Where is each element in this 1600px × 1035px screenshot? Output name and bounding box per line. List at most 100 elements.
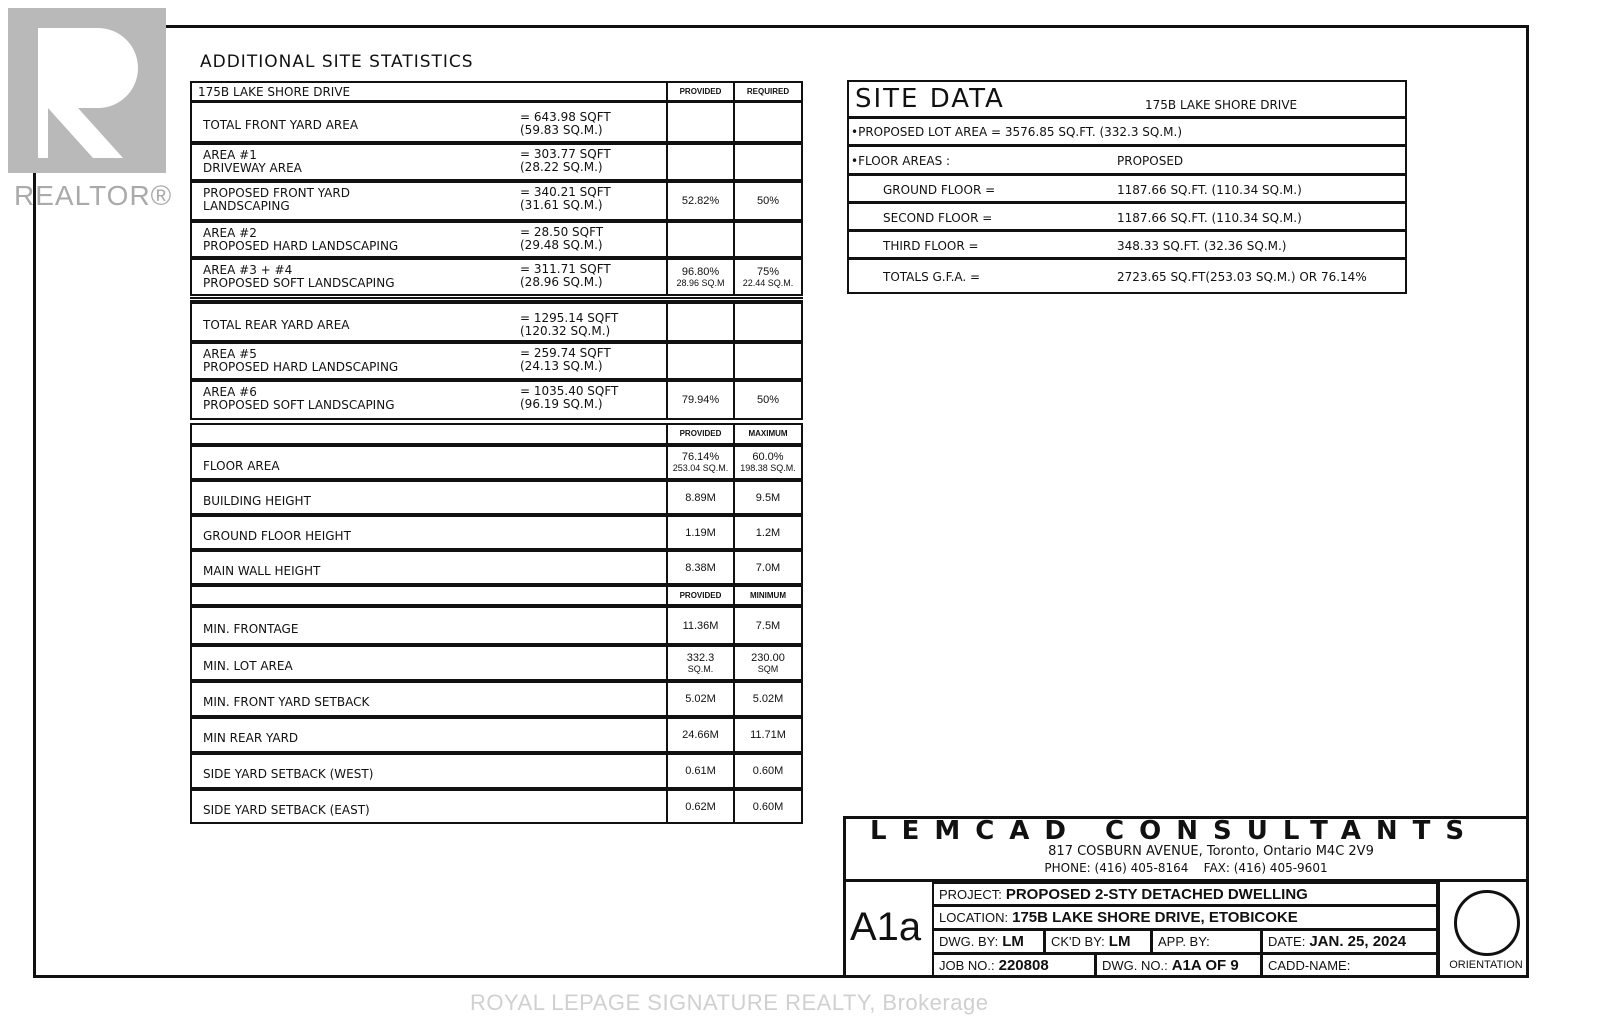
row-value: (31.61 SQ.M.) xyxy=(520,198,603,212)
drawing-number-field: DWG. NO.: A1A OF 9 xyxy=(1095,953,1262,978)
row-label: FLOOR AREA xyxy=(203,458,280,473)
table-row: AREA #3 + #4 PROPOSED SOFT LANDSCAPING = 3… xyxy=(190,258,803,296)
row-value: = 303.77 SQFT xyxy=(520,147,611,161)
table-row: SIDE YARD SETBACK (EAST) 0.62M 0.60M xyxy=(190,789,803,824)
table-row: TOTAL FRONT YARD AREA = 643.98 SQFT (59.83… xyxy=(190,101,803,143)
floor-value: 2723.65 SQ.FT(253.03 SQ.M.) OR 76.14% xyxy=(1117,270,1367,284)
required-value: 1.2M xyxy=(755,526,781,539)
provided-value: 0.62M xyxy=(685,800,716,813)
required-value: 198.38 SQ.M. xyxy=(740,463,796,473)
row-label: AREA #5 xyxy=(203,347,257,361)
row-label: PROPOSED SOFT LANDSCAPING xyxy=(203,276,395,290)
required-value: 75% xyxy=(756,265,780,278)
site-data-title: SITE DATA xyxy=(855,84,1005,114)
row-label: PROPOSED HARD LANDSCAPING xyxy=(203,239,399,253)
proposed-label: PROPOSED xyxy=(1117,154,1184,168)
row-value: (24.13 SQ.M.) xyxy=(520,359,603,373)
floor-row: GROUND FLOOR = 1187.66 SQ.FT. (110.34 SQ.… xyxy=(847,174,1407,203)
row-label: GROUND FLOOR HEIGHT xyxy=(203,528,351,543)
section-header xyxy=(190,585,668,606)
address-cell: 175B LAKE SHORE DRIVE xyxy=(190,81,668,102)
brokerage-watermark: ROYAL LEPAGE SIGNATURE REALTY, Brokerage xyxy=(470,990,989,1015)
table-row: GROUND FLOOR HEIGHT 1.19M 1.2M xyxy=(190,515,803,550)
table-row: MIN. FRONTAGE 11.36M 7.5M xyxy=(190,606,803,645)
table-row: MAIN WALL HEIGHT 8.38M 7.0M xyxy=(190,550,803,585)
table-row: PROPOSED FRONT YARD LANDSCAPING = 340.21 S… xyxy=(190,181,803,221)
firm-name: LEMCAD CONSULTANTS xyxy=(870,816,1480,846)
provided-value: 96.80% xyxy=(681,265,720,278)
table-row: AREA #1 DRIVEWAY AREA = 303.77 SQFT (28.22 … xyxy=(190,143,803,181)
floor-value: 1187.66 SQ.FT. (110.34 SQ.M.) xyxy=(1117,182,1302,197)
stats-title: ADDITIONAL SITE STATISTICS xyxy=(200,52,474,72)
row-label: PROPOSED FRONT YARD xyxy=(203,186,350,200)
row-label: SIDE YARD SETBACK (EAST) xyxy=(203,802,370,817)
row-label: PROPOSED HARD LANDSCAPING xyxy=(203,360,399,374)
provided-value: 1.19M xyxy=(685,526,716,539)
row-label: MIN. LOT AREA xyxy=(203,659,293,673)
table-row: AREA #5 PROPOSED HARD LANDSCAPING = 259.74… xyxy=(190,342,803,380)
required-value: 5.02M xyxy=(752,693,784,705)
provided-value: 76.14% xyxy=(681,451,720,463)
column-header: PROVIDED xyxy=(666,585,735,606)
row-value: (96.19 SQ.M.) xyxy=(520,397,603,411)
firm-phone: PHONE: (416) 405-8164 FAX: (416) 405-960… xyxy=(1044,861,1328,875)
row-value: (29.48 SQ.M.) xyxy=(520,238,603,252)
orientation-cell: ORIENTATION xyxy=(1437,882,1529,978)
date-field: DATE: JAN. 25, 2024 xyxy=(1261,929,1438,954)
required-value: 0.60M xyxy=(752,765,784,777)
provided-value: 79.94% xyxy=(681,394,720,406)
section-header xyxy=(190,423,668,445)
required-value: 7.5M xyxy=(755,619,781,632)
floor-value: 1187.66 SQ.FT. (110.34 SQ.M.) xyxy=(1117,210,1302,225)
provided-value: 5.02M xyxy=(685,693,716,705)
row-label: AREA #6 xyxy=(203,385,257,399)
required-value: 0.60M xyxy=(752,800,784,813)
table-row: MIN REAR YARD 24.66M 11.71M xyxy=(190,717,803,753)
floor-label: SECOND FLOOR = xyxy=(883,210,993,225)
row-label: BUILDING HEIGHT xyxy=(203,493,311,508)
row-value: = 1295.14 SQFT xyxy=(520,311,619,325)
checked-by-field: CK'D BY: LM xyxy=(1044,929,1152,954)
row-value: = 643.98 SQFT xyxy=(520,110,611,124)
site-data-address: 175B LAKE SHORE DRIVE xyxy=(1145,98,1298,112)
location-field: LOCATION: 175B LAKE SHORE DRIVE, ETOBICOK… xyxy=(932,905,1438,930)
row-label: AREA #1 xyxy=(203,148,257,162)
realtor-wordmark: REALTOR® xyxy=(14,180,173,211)
job-number-field: JOB NO.: 220808 xyxy=(932,953,1096,978)
row-label: TOTAL REAR YARD AREA xyxy=(203,318,350,332)
required-value: 22.44 SQ.M. xyxy=(742,277,794,288)
table-row: TOTAL REAR YARD AREA = 1295.14 SQFT (120.3… xyxy=(190,302,803,342)
provided-value: 8.89M xyxy=(685,491,716,504)
required-value: 9.5M xyxy=(755,491,781,504)
floor-label: THIRD FLOOR = xyxy=(883,238,979,253)
row-value: = 311.71 SQFT xyxy=(520,262,611,276)
row-label: PROPOSED SOFT LANDSCAPING xyxy=(203,398,395,412)
project-field: PROJECT: PROPOSED 2-STY DETACHED DWELLING xyxy=(932,882,1438,906)
floor-label: TOTALS G.F.A. = xyxy=(883,270,981,284)
column-header: PROVIDED xyxy=(666,81,735,102)
provided-value: 332.3 xyxy=(686,651,715,664)
row-label: MIN. FRONTAGE xyxy=(203,621,299,636)
provided-value: 8.38M xyxy=(685,561,716,574)
lot-area: •PROPOSED LOT AREA = 3576.85 SQ.FT. (332… xyxy=(847,117,1407,146)
floor-row: THIRD FLOOR = 348.33 SQ.FT. (32.36 SQ.M.) xyxy=(847,230,1407,259)
row-value: (59.83 SQ.M.) xyxy=(520,123,603,137)
floor-row: TOTALS G.F.A. = 2723.65 SQ.FT(253.03 SQ.M… xyxy=(847,258,1407,294)
drawn-by-field: DWG. BY: LM xyxy=(932,929,1045,954)
column-header: PROVIDED xyxy=(666,423,735,445)
provided-value: SQ.M. xyxy=(687,663,714,674)
provided-value: 28.96 SQ.M xyxy=(676,277,725,288)
row-value: = 1035.40 SQFT xyxy=(520,384,619,398)
row-label: AREA #2 xyxy=(203,226,257,240)
row-label: SIDE YARD SETBACK (WEST) xyxy=(203,767,374,781)
row-label: MAIN WALL HEIGHT xyxy=(203,563,321,578)
row-value: (28.22 SQ.M.) xyxy=(520,160,603,174)
provided-value: 52.82% xyxy=(681,195,720,207)
column-header: MAXIMUM xyxy=(733,423,803,445)
site-data-header: SITE DATA 175B LAKE SHORE DRIVE xyxy=(847,80,1407,118)
required-value: 50% xyxy=(756,195,780,207)
row-label: LANDSCAPING xyxy=(203,199,290,213)
table-row: MIN. FRONT YARD SETBACK 5.02M 5.02M xyxy=(190,681,803,717)
floor-row: SECOND FLOOR = 1187.66 SQ.FT. (110.34 SQ.… xyxy=(847,202,1407,231)
column-header: MINIMUM xyxy=(733,585,803,606)
